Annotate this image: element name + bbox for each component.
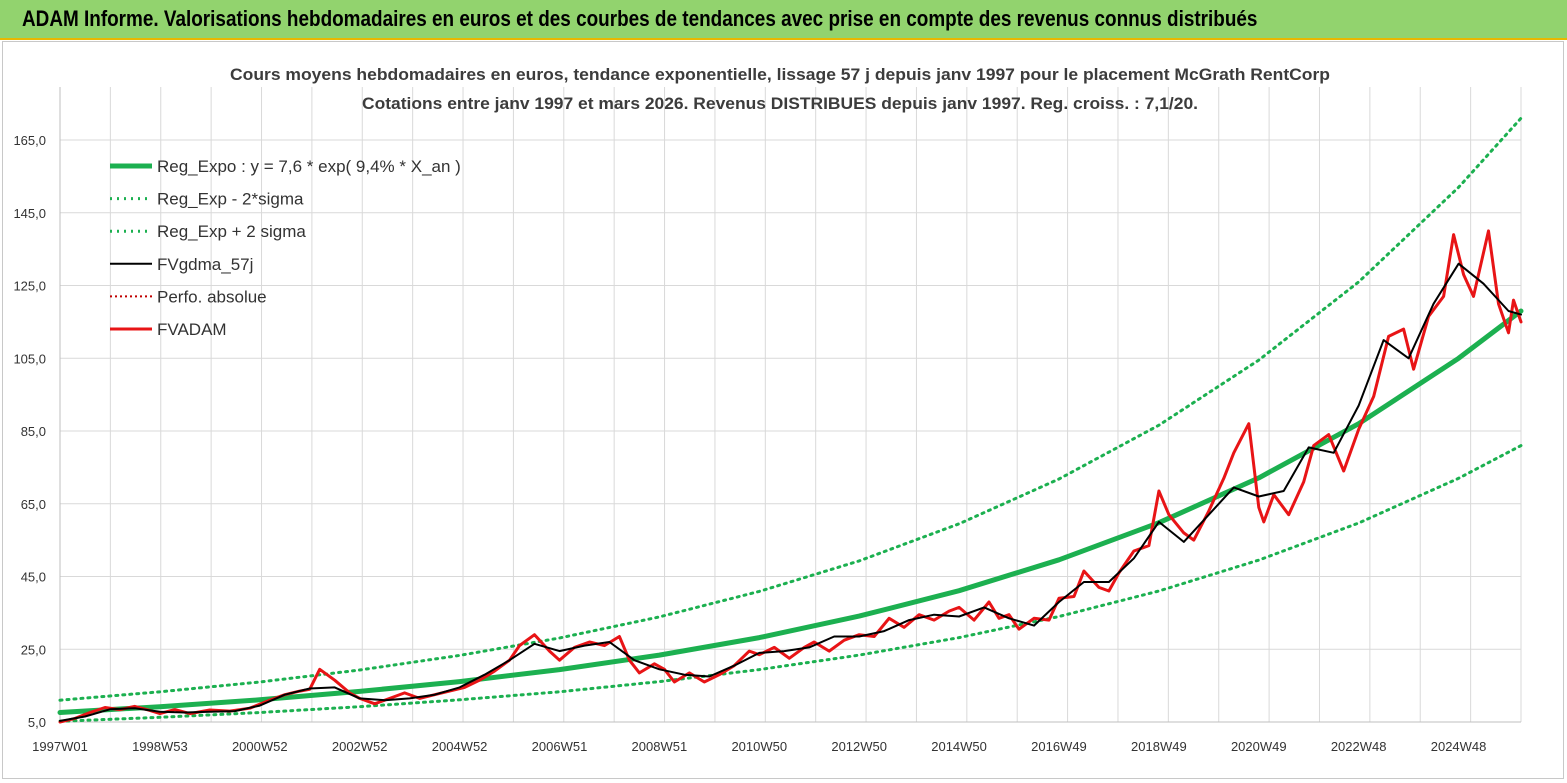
y-tick-label: 105,0	[13, 351, 46, 366]
series-line	[57, 308, 1524, 715]
x-tick-label: 2024W48	[1431, 739, 1487, 754]
legend-label: Reg_Exp + 2 sigma	[157, 222, 306, 241]
legend-label: FVADAM	[157, 320, 227, 339]
legend-label: Reg_Expo : y = 7,6 * exp( 9,4% * X_an )	[157, 157, 461, 176]
y-tick-label: 165,0	[13, 133, 46, 148]
x-tick-label: 2010W50	[731, 739, 787, 754]
report-banner-title: ADAM Informe. Valorisations hebdomadaire…	[22, 6, 1258, 31]
x-tick-label: 2004W52	[432, 739, 488, 754]
series-line	[58, 229, 1523, 724]
y-tick-label: 5,0	[28, 715, 46, 730]
x-tick-label: 2016W49	[1031, 739, 1087, 754]
legend-label: FVgdma_57j	[157, 255, 253, 274]
x-tick-label: 2014W50	[931, 739, 987, 754]
x-tick-label: 2012W50	[831, 739, 887, 754]
x-tick-label: 2020W49	[1231, 739, 1287, 754]
legend-label: Reg_Exp - 2*sigma	[157, 190, 304, 209]
y-tick-label: 45,0	[21, 570, 46, 585]
report-banner: ADAM Informe. Valorisations hebdomadaire…	[0, 0, 1567, 40]
x-tick-label: 2006W51	[532, 739, 588, 754]
y-tick-label: 145,0	[13, 206, 46, 221]
series-line	[59, 262, 1522, 722]
x-tick-label: 1997W01	[32, 739, 88, 754]
y-tick-label: 25,0	[21, 642, 46, 657]
x-tick-label: 2008W51	[632, 739, 688, 754]
x-tick-label: 2018W49	[1131, 739, 1187, 754]
series-line	[58, 116, 1523, 702]
x-tick-label: 2000W52	[232, 739, 288, 754]
y-tick-label: 65,0	[21, 497, 46, 512]
y-tick-label: 125,0	[13, 279, 46, 294]
x-tick-label: 1998W53	[132, 739, 188, 754]
chart-frame	[2, 41, 1564, 779]
chart-title: Cours moyens hebdomadaires en euros, ten…	[230, 65, 1330, 84]
chart-subtitle: Cotations entre janv 1997 et mars 2026. …	[362, 94, 1198, 113]
x-tick-label: 2022W48	[1331, 739, 1387, 754]
legend-label: Perfo. absolue	[157, 287, 267, 306]
series-line	[58, 444, 1523, 723]
x-tick-label: 2002W52	[332, 739, 388, 754]
y-tick-label: 85,0	[21, 424, 46, 439]
